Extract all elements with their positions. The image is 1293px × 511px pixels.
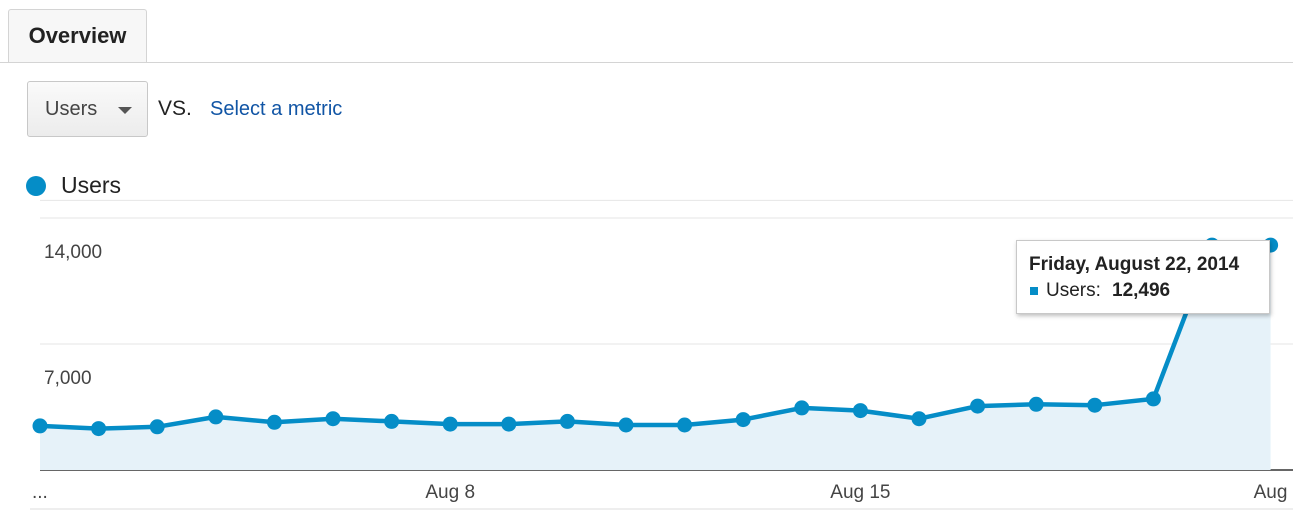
data-point xyxy=(911,411,927,427)
vs-label: VS. xyxy=(158,97,192,120)
users-chart: 14,000 7,000... Aug 8 Aug 15 Aug xyxy=(30,199,1293,510)
y-tick-label: 14,000 xyxy=(44,242,102,263)
select-metric-link[interactable]: Select a metric xyxy=(210,98,343,120)
x-tick-label: Aug 15 xyxy=(830,482,890,503)
data-point xyxy=(501,416,517,432)
data-point xyxy=(618,417,634,433)
legend-label: Users xyxy=(61,172,122,198)
chart-line-layer xyxy=(39,242,1271,431)
chart-tooltip: Friday, August 22, 2014 Users: 12,496 xyxy=(1016,240,1270,314)
data-point xyxy=(266,414,282,430)
caret-down-icon xyxy=(118,107,132,114)
data-point xyxy=(208,409,224,425)
tooltip-series-name: Users: xyxy=(1046,280,1101,301)
chart-points-layer xyxy=(32,237,1279,437)
y-tick-label: 7,000 xyxy=(44,368,92,389)
data-point xyxy=(794,400,810,416)
data-point xyxy=(442,416,458,432)
data-point xyxy=(735,412,751,428)
data-point xyxy=(149,419,165,435)
chart-ticks-layer: 14,000 7,000... Aug 8 Aug 15 Aug xyxy=(32,242,1287,503)
tooltip-date: Friday, August 22, 2014 xyxy=(1029,254,1240,275)
data-point xyxy=(677,417,693,433)
data-point xyxy=(325,411,341,427)
series-line-users xyxy=(39,242,1271,431)
legend-dot-icon xyxy=(26,176,46,196)
data-point xyxy=(852,403,868,419)
tooltip-value: 12,496 xyxy=(1112,280,1171,301)
data-point xyxy=(384,413,400,429)
data-point xyxy=(91,421,107,437)
data-point xyxy=(32,418,48,434)
tooltip-series-swatch xyxy=(1030,287,1038,295)
data-point xyxy=(559,413,575,429)
metric-dropdown[interactable]: Users xyxy=(27,81,148,137)
tab-bar: Overview xyxy=(0,0,1293,63)
chart-area-layer xyxy=(40,245,1271,470)
metric-dropdown-label: Users xyxy=(45,98,98,120)
series-area-users xyxy=(40,245,1271,470)
x-tick-label: Aug 8 xyxy=(425,482,475,503)
data-point xyxy=(970,398,986,414)
data-point xyxy=(1145,391,1161,407)
x-tick-label: Aug xyxy=(1254,482,1288,503)
tab-overview[interactable]: Overview xyxy=(8,9,147,62)
data-point xyxy=(1028,396,1044,412)
x-tick-label: ... xyxy=(32,482,48,503)
data-point xyxy=(1087,397,1103,413)
